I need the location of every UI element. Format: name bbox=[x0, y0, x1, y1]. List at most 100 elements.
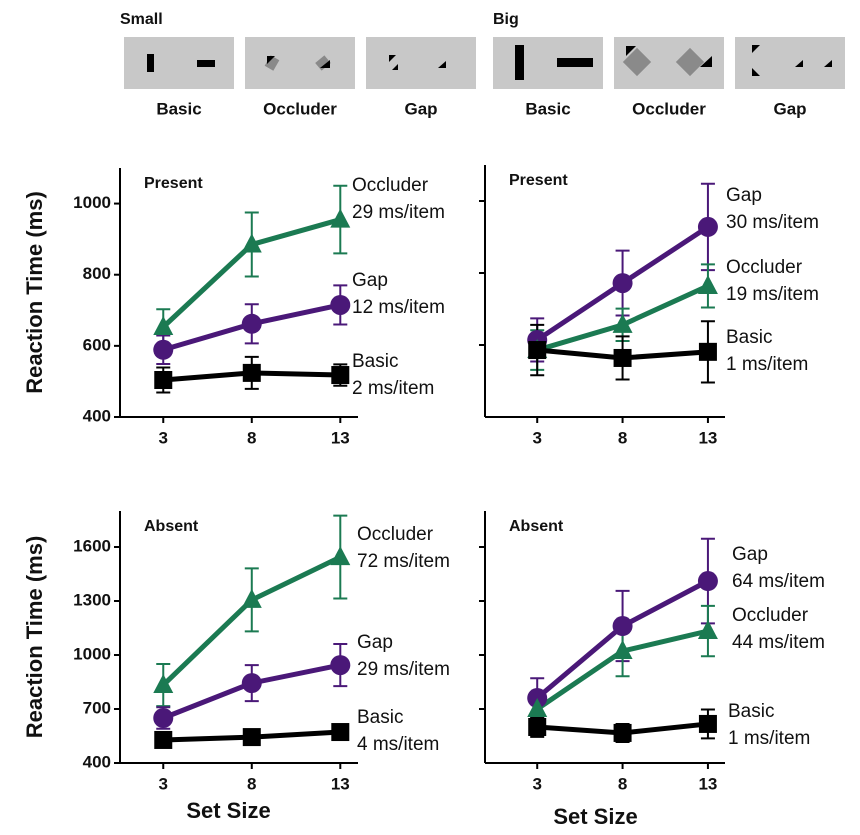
stim-icon bbox=[752, 68, 760, 76]
series-label: Basic bbox=[352, 351, 398, 372]
stim-icon bbox=[622, 47, 652, 77]
marker bbox=[698, 714, 717, 733]
slope-label: 29 ms/item bbox=[357, 659, 450, 680]
marker bbox=[528, 341, 547, 360]
stim-label: Basic bbox=[156, 99, 201, 118]
series-label: Basic bbox=[357, 707, 403, 728]
y-tick-label: 600 bbox=[83, 335, 111, 354]
slope-label: 72 ms/item bbox=[357, 551, 450, 572]
marker bbox=[613, 723, 632, 742]
marker bbox=[697, 274, 718, 294]
x-tick-label: 3 bbox=[532, 774, 541, 793]
y-tick-label: 1600 bbox=[73, 536, 111, 555]
series-label: Basic bbox=[728, 701, 774, 722]
marker bbox=[613, 348, 632, 367]
stim-icon bbox=[392, 64, 398, 70]
slope-label: 2 ms/item bbox=[352, 378, 434, 399]
x-tick-label: 3 bbox=[159, 774, 168, 793]
y-axis-label: Reaction Time (ms) bbox=[22, 191, 47, 394]
marker bbox=[612, 616, 633, 637]
marker bbox=[330, 546, 351, 566]
stim-box bbox=[245, 37, 355, 89]
marker bbox=[697, 216, 718, 237]
marker bbox=[330, 655, 351, 676]
x-tick-label: 8 bbox=[618, 774, 627, 793]
stim-icon bbox=[557, 58, 593, 67]
slope-label: 19 ms/item bbox=[726, 284, 819, 305]
y-tick-label: 700 bbox=[83, 698, 111, 717]
series-label: Occluder bbox=[726, 257, 803, 278]
x-axis-label: Set Size bbox=[186, 798, 270, 823]
stim-icon bbox=[675, 47, 705, 77]
stim-icon bbox=[320, 60, 330, 68]
stim-label: Gap bbox=[773, 99, 806, 118]
y-tick-label: 400 bbox=[83, 752, 111, 771]
marker bbox=[612, 640, 633, 660]
panel-title: Present bbox=[509, 172, 568, 189]
panel-title: Absent bbox=[509, 518, 564, 535]
marker bbox=[154, 730, 173, 749]
series-label: Basic bbox=[726, 327, 772, 348]
slope-label: 29 ms/item bbox=[352, 202, 445, 223]
marker bbox=[153, 674, 174, 694]
series-label: Occluder bbox=[352, 175, 429, 196]
y-tick-label: 800 bbox=[83, 264, 111, 283]
panel-title: Absent bbox=[144, 518, 199, 535]
series-label: Occluder bbox=[732, 605, 809, 626]
stim-icon bbox=[147, 54, 154, 72]
marker bbox=[241, 233, 262, 253]
y-tick-label: 1300 bbox=[73, 590, 111, 609]
stim-icon bbox=[824, 60, 832, 67]
marker bbox=[331, 723, 350, 742]
marker bbox=[242, 728, 261, 747]
marker bbox=[330, 294, 351, 315]
stim-icon bbox=[752, 45, 760, 53]
x-tick-label: 8 bbox=[247, 774, 256, 793]
marker bbox=[527, 698, 548, 717]
x-tick-label: 3 bbox=[159, 428, 168, 447]
panel-title: Present bbox=[144, 175, 203, 192]
stim-label: Occluder bbox=[632, 99, 706, 118]
marker bbox=[241, 313, 262, 334]
slope-label: 4 ms/item bbox=[357, 734, 439, 755]
x-tick-label: 13 bbox=[331, 428, 350, 447]
stim-label: Gap bbox=[404, 99, 437, 118]
stim-label: Basic bbox=[525, 99, 570, 118]
stim-label: Occluder bbox=[263, 99, 337, 118]
series-label: Gap bbox=[357, 632, 393, 653]
series-label: Gap bbox=[726, 185, 762, 206]
stim-icon bbox=[438, 61, 446, 68]
series-label: Occluder bbox=[357, 524, 434, 545]
x-tick-label: 3 bbox=[532, 428, 541, 447]
marker bbox=[528, 718, 547, 736]
stim-box bbox=[366, 37, 476, 89]
stim-icon bbox=[515, 45, 524, 80]
x-tick-label: 13 bbox=[698, 428, 717, 447]
x-tick-label: 8 bbox=[618, 428, 627, 447]
stim-icon bbox=[626, 46, 636, 56]
marker bbox=[697, 620, 718, 640]
slope-label: 1 ms/item bbox=[726, 354, 808, 375]
stim-icon bbox=[197, 60, 215, 67]
stim-group-label: Small bbox=[120, 11, 163, 28]
y-axis-label: Reaction Time (ms) bbox=[22, 536, 47, 739]
stim-icon bbox=[700, 56, 712, 67]
stimulus-panels bbox=[124, 37, 845, 89]
y-tick-label: 400 bbox=[83, 406, 111, 425]
marker bbox=[612, 273, 633, 294]
stim-icon bbox=[264, 55, 280, 71]
y-tick-label: 1000 bbox=[73, 193, 111, 212]
stim-group-label: Big bbox=[493, 11, 519, 28]
stim-icon bbox=[389, 55, 396, 62]
marker bbox=[153, 708, 174, 728]
marker bbox=[154, 371, 173, 390]
slope-label: 12 ms/item bbox=[352, 297, 445, 318]
marker bbox=[241, 588, 262, 608]
x-axis-label: Set Size bbox=[553, 804, 637, 829]
marker bbox=[330, 208, 351, 228]
marker bbox=[612, 313, 633, 333]
slope-label: 64 ms/item bbox=[732, 571, 825, 592]
y-tick-label: 1000 bbox=[73, 644, 111, 663]
series-label: Gap bbox=[352, 270, 388, 291]
marker bbox=[153, 316, 174, 336]
